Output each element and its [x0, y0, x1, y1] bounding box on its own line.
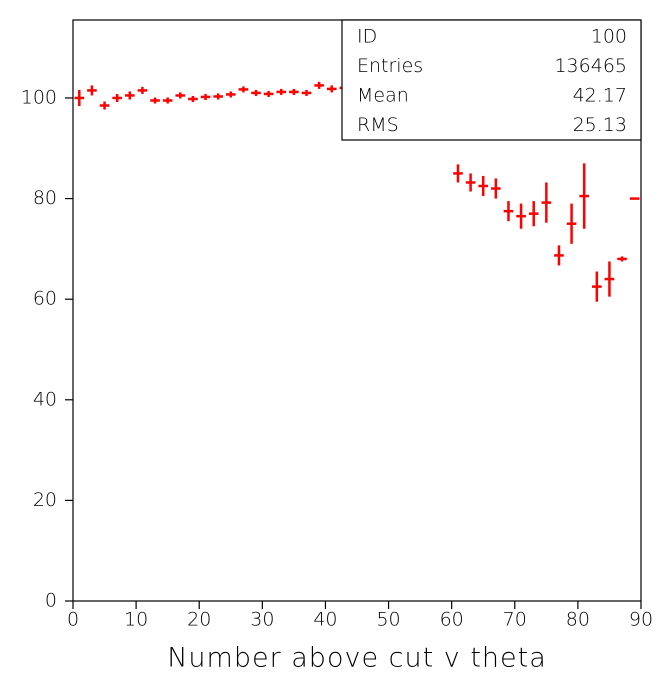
y-tick-label: 0 — [45, 590, 57, 612]
x-tick-label: 80 — [566, 609, 590, 631]
stats-label: Mean — [357, 85, 409, 107]
data-point — [516, 203, 526, 229]
data-point — [263, 90, 274, 97]
stats-box — [341, 19, 642, 141]
x-tick-label: 50 — [376, 609, 400, 631]
stats-label: ID — [357, 26, 377, 48]
data-point — [554, 245, 564, 266]
y-tick-label: 100 — [21, 86, 57, 108]
data-point — [87, 85, 97, 96]
data-point — [503, 201, 514, 222]
data-point — [301, 89, 312, 96]
stats-value: 100 — [591, 26, 627, 48]
data-point — [238, 86, 249, 93]
data-point — [124, 91, 135, 100]
x-tick-label: 20 — [187, 609, 211, 631]
data-point — [150, 97, 160, 104]
data-point — [592, 271, 602, 302]
x-tick-label: 60 — [440, 609, 464, 631]
data-point — [566, 203, 577, 244]
data-point — [541, 182, 552, 223]
data-point — [225, 91, 236, 98]
stats-value: 136465 — [554, 55, 627, 77]
data-point — [617, 256, 627, 262]
data-point — [478, 175, 489, 197]
stats-label: RMS — [357, 114, 399, 136]
x-tick-label: 0 — [67, 609, 79, 631]
data-point — [326, 85, 337, 93]
data-point — [465, 173, 476, 192]
data-point — [188, 95, 198, 102]
data-point — [528, 201, 539, 227]
data-point — [175, 92, 186, 99]
y-tick-label: 20 — [33, 489, 57, 511]
x-tick-label: 30 — [250, 609, 274, 631]
data-point — [137, 86, 148, 94]
data-point — [491, 178, 501, 199]
x-tick-label: 40 — [313, 609, 337, 631]
stats-value: 25.13 — [573, 114, 627, 136]
data-point — [579, 163, 590, 229]
data-point — [200, 93, 211, 100]
data-point — [112, 93, 122, 102]
data-point — [289, 88, 299, 95]
x-tick-label: 70 — [503, 609, 527, 631]
data-point — [74, 89, 85, 107]
x-axis-label: Number above cut v theta — [167, 643, 547, 674]
x-tick-label: 90 — [629, 609, 653, 631]
data-point — [314, 81, 324, 89]
stats-label: Entries — [357, 55, 423, 77]
data-point — [99, 101, 110, 110]
x-tick-label: 10 — [124, 609, 148, 631]
data-point — [604, 261, 615, 297]
data-point — [251, 89, 261, 96]
y-tick-label: 40 — [33, 388, 57, 410]
data-point — [162, 97, 173, 104]
y-tick-label: 60 — [33, 288, 57, 310]
data-point — [213, 93, 223, 100]
data-point — [453, 164, 463, 183]
stats-value: 42.17 — [573, 85, 627, 107]
data-point — [276, 88, 287, 95]
y-tick-label: 80 — [33, 187, 57, 209]
